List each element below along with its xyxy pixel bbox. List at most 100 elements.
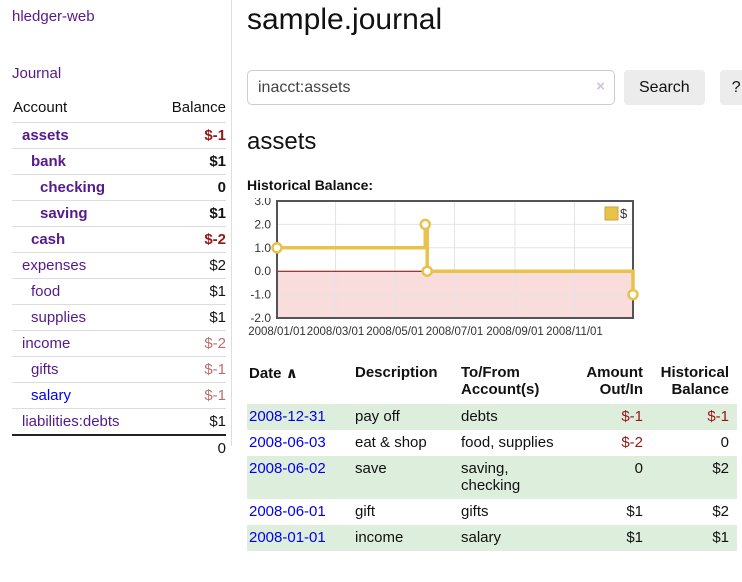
transaction-accounts: food, supplies (461, 434, 554, 451)
transaction-description: eat & shop (355, 434, 427, 451)
transaction-amount: $-2 (621, 434, 643, 451)
accounts-header-account: Account (13, 99, 68, 116)
transaction-date-link[interactable]: 2008-06-03 (249, 434, 326, 451)
transaction-amount: $1 (626, 503, 643, 520)
account-balance: $1 (154, 408, 226, 435)
transaction-date-link[interactable]: 2008-01-01 (249, 529, 326, 546)
register-header-row: Date ∧ Description To/From Account(s) Am… (247, 362, 737, 404)
register-header-accounts: To/From Account(s) (461, 364, 540, 398)
account-link-salary[interactable]: salary (12, 382, 155, 409)
account-balance: $-1 (154, 122, 226, 149)
account-row: cash $-2 (12, 226, 226, 253)
y-tick-label: 1.0 (254, 241, 271, 255)
data-point[interactable] (271, 242, 283, 254)
account-balance: $-2 (154, 330, 226, 357)
search-input[interactable] (247, 70, 615, 105)
y-tick-label: -1.0 (250, 288, 271, 302)
transaction-date-link[interactable]: 2008-12-31 (249, 408, 326, 425)
accounts-header-balance: Balance (171, 99, 226, 116)
transaction-date-link[interactable]: 2008-06-02 (249, 460, 326, 477)
app-title-link[interactable]: hledger-web (12, 8, 95, 25)
register-row: 2008-06-02 save saving, checking 0 $2 (247, 456, 737, 499)
register-table: Date ∧ Description To/From Account(s) Am… (247, 362, 737, 551)
account-row: supplies $1 (12, 304, 226, 331)
account-balance: $-1 (154, 382, 226, 409)
transaction-accounts: gifts (461, 503, 489, 520)
account-link-expenses[interactable]: expenses (12, 252, 155, 279)
account-link-checking[interactable]: checking (12, 174, 155, 201)
account-link-cash[interactable]: cash (12, 226, 155, 253)
data-point[interactable] (421, 265, 433, 277)
transaction-description: income (355, 529, 404, 546)
account-balance: $1 (154, 148, 226, 175)
date-header-label: Date (249, 365, 282, 382)
account-row: liabilities:debts $1 (12, 408, 226, 435)
account-row: expenses $2 (12, 252, 226, 279)
main-content: sample.journal × Search ? assets Histori… (232, 0, 742, 551)
x-tick-label: 2008/09/01 (486, 326, 544, 338)
clear-search-icon[interactable]: × (596, 78, 605, 95)
search-box: × (247, 70, 615, 105)
transaction-description: pay off (355, 408, 400, 425)
y-tick-label: -2.0 (250, 311, 271, 325)
account-balance: $-1 (154, 356, 226, 383)
legend-label: $ (620, 206, 628, 221)
register-row: 2008-12-31 pay off debts $-1 $-1 (247, 404, 737, 430)
account-heading: assets (247, 128, 317, 155)
page-title: sample.journal (247, 3, 443, 36)
x-tick-label: 2008/03/01 (307, 326, 365, 338)
transaction-accounts: saving, checking (461, 460, 521, 494)
account-balance: $1 (154, 278, 226, 305)
sort-ascending-icon: ∧ (285, 365, 298, 382)
transaction-accounts: salary (461, 529, 502, 546)
account-link-saving[interactable]: saving (12, 200, 155, 227)
account-balance: $1 (154, 200, 226, 227)
legend-swatch (604, 206, 619, 221)
register-header-amount: Amount Out/In (586, 364, 643, 398)
account-link-assets[interactable]: assets (12, 122, 155, 149)
data-point[interactable] (419, 218, 432, 231)
y-tick-label: 3.0 (254, 198, 271, 208)
register-row: 2008-06-01 gift gifts $1 $2 (247, 499, 737, 525)
transaction-balance: $2 (712, 503, 729, 520)
account-link-liabilities-debts[interactable]: liabilities:debts (12, 408, 155, 435)
accounts-total-value: 0 (154, 434, 226, 461)
account-row: bank $1 (12, 148, 226, 175)
account-link-income[interactable]: income (12, 330, 155, 357)
account-link-supplies[interactable]: supplies (12, 304, 155, 331)
account-link-gifts[interactable]: gifts (12, 356, 155, 383)
account-row: checking 0 (12, 174, 226, 201)
transaction-balance: $-1 (707, 408, 729, 425)
x-tick-label: 2008/11/01 (546, 326, 603, 338)
x-tick-label: 2008/01/01 (248, 326, 306, 338)
sidebar-item-journal[interactable]: Journal (12, 65, 62, 82)
account-link-food[interactable]: food (12, 278, 155, 305)
y-tick-label: 2.0 (254, 217, 271, 231)
account-row: saving $1 (12, 200, 226, 227)
account-balance: $1 (154, 304, 226, 331)
sidebar: hledger-web Journal Account Balance asse… (0, 0, 232, 461)
transaction-amount: 0 (634, 460, 643, 477)
accounts-total-row: 0 (12, 434, 226, 461)
account-link-bank[interactable]: bank (12, 148, 155, 175)
transaction-description: save (355, 460, 387, 477)
search-button[interactable]: Search (624, 70, 705, 105)
account-row: income $-2 (12, 330, 226, 357)
y-tick-label: 0.0 (254, 264, 271, 278)
transaction-date-link[interactable]: 2008-06-01 (249, 503, 326, 520)
x-tick-label: 2008/07/01 (426, 326, 484, 338)
account-row: gifts $-1 (12, 356, 226, 383)
transaction-balance: 0 (720, 434, 729, 451)
help-button[interactable]: ? (719, 70, 742, 105)
register-header-balance: Historical Balance (660, 364, 729, 398)
account-balance: 0 (154, 174, 226, 201)
data-point[interactable] (627, 288, 639, 301)
x-tick-label: 2008/05/01 (366, 326, 424, 338)
transaction-balance: $1 (712, 529, 729, 546)
transaction-amount: $1 (626, 529, 643, 546)
accounts-table: Account Balance assets $-1 bank $1 check… (12, 95, 226, 461)
register-header-date[interactable]: Date ∧ (247, 362, 347, 404)
account-row: salary $-1 (12, 382, 226, 409)
chart-title: Historical Balance: (247, 177, 374, 193)
